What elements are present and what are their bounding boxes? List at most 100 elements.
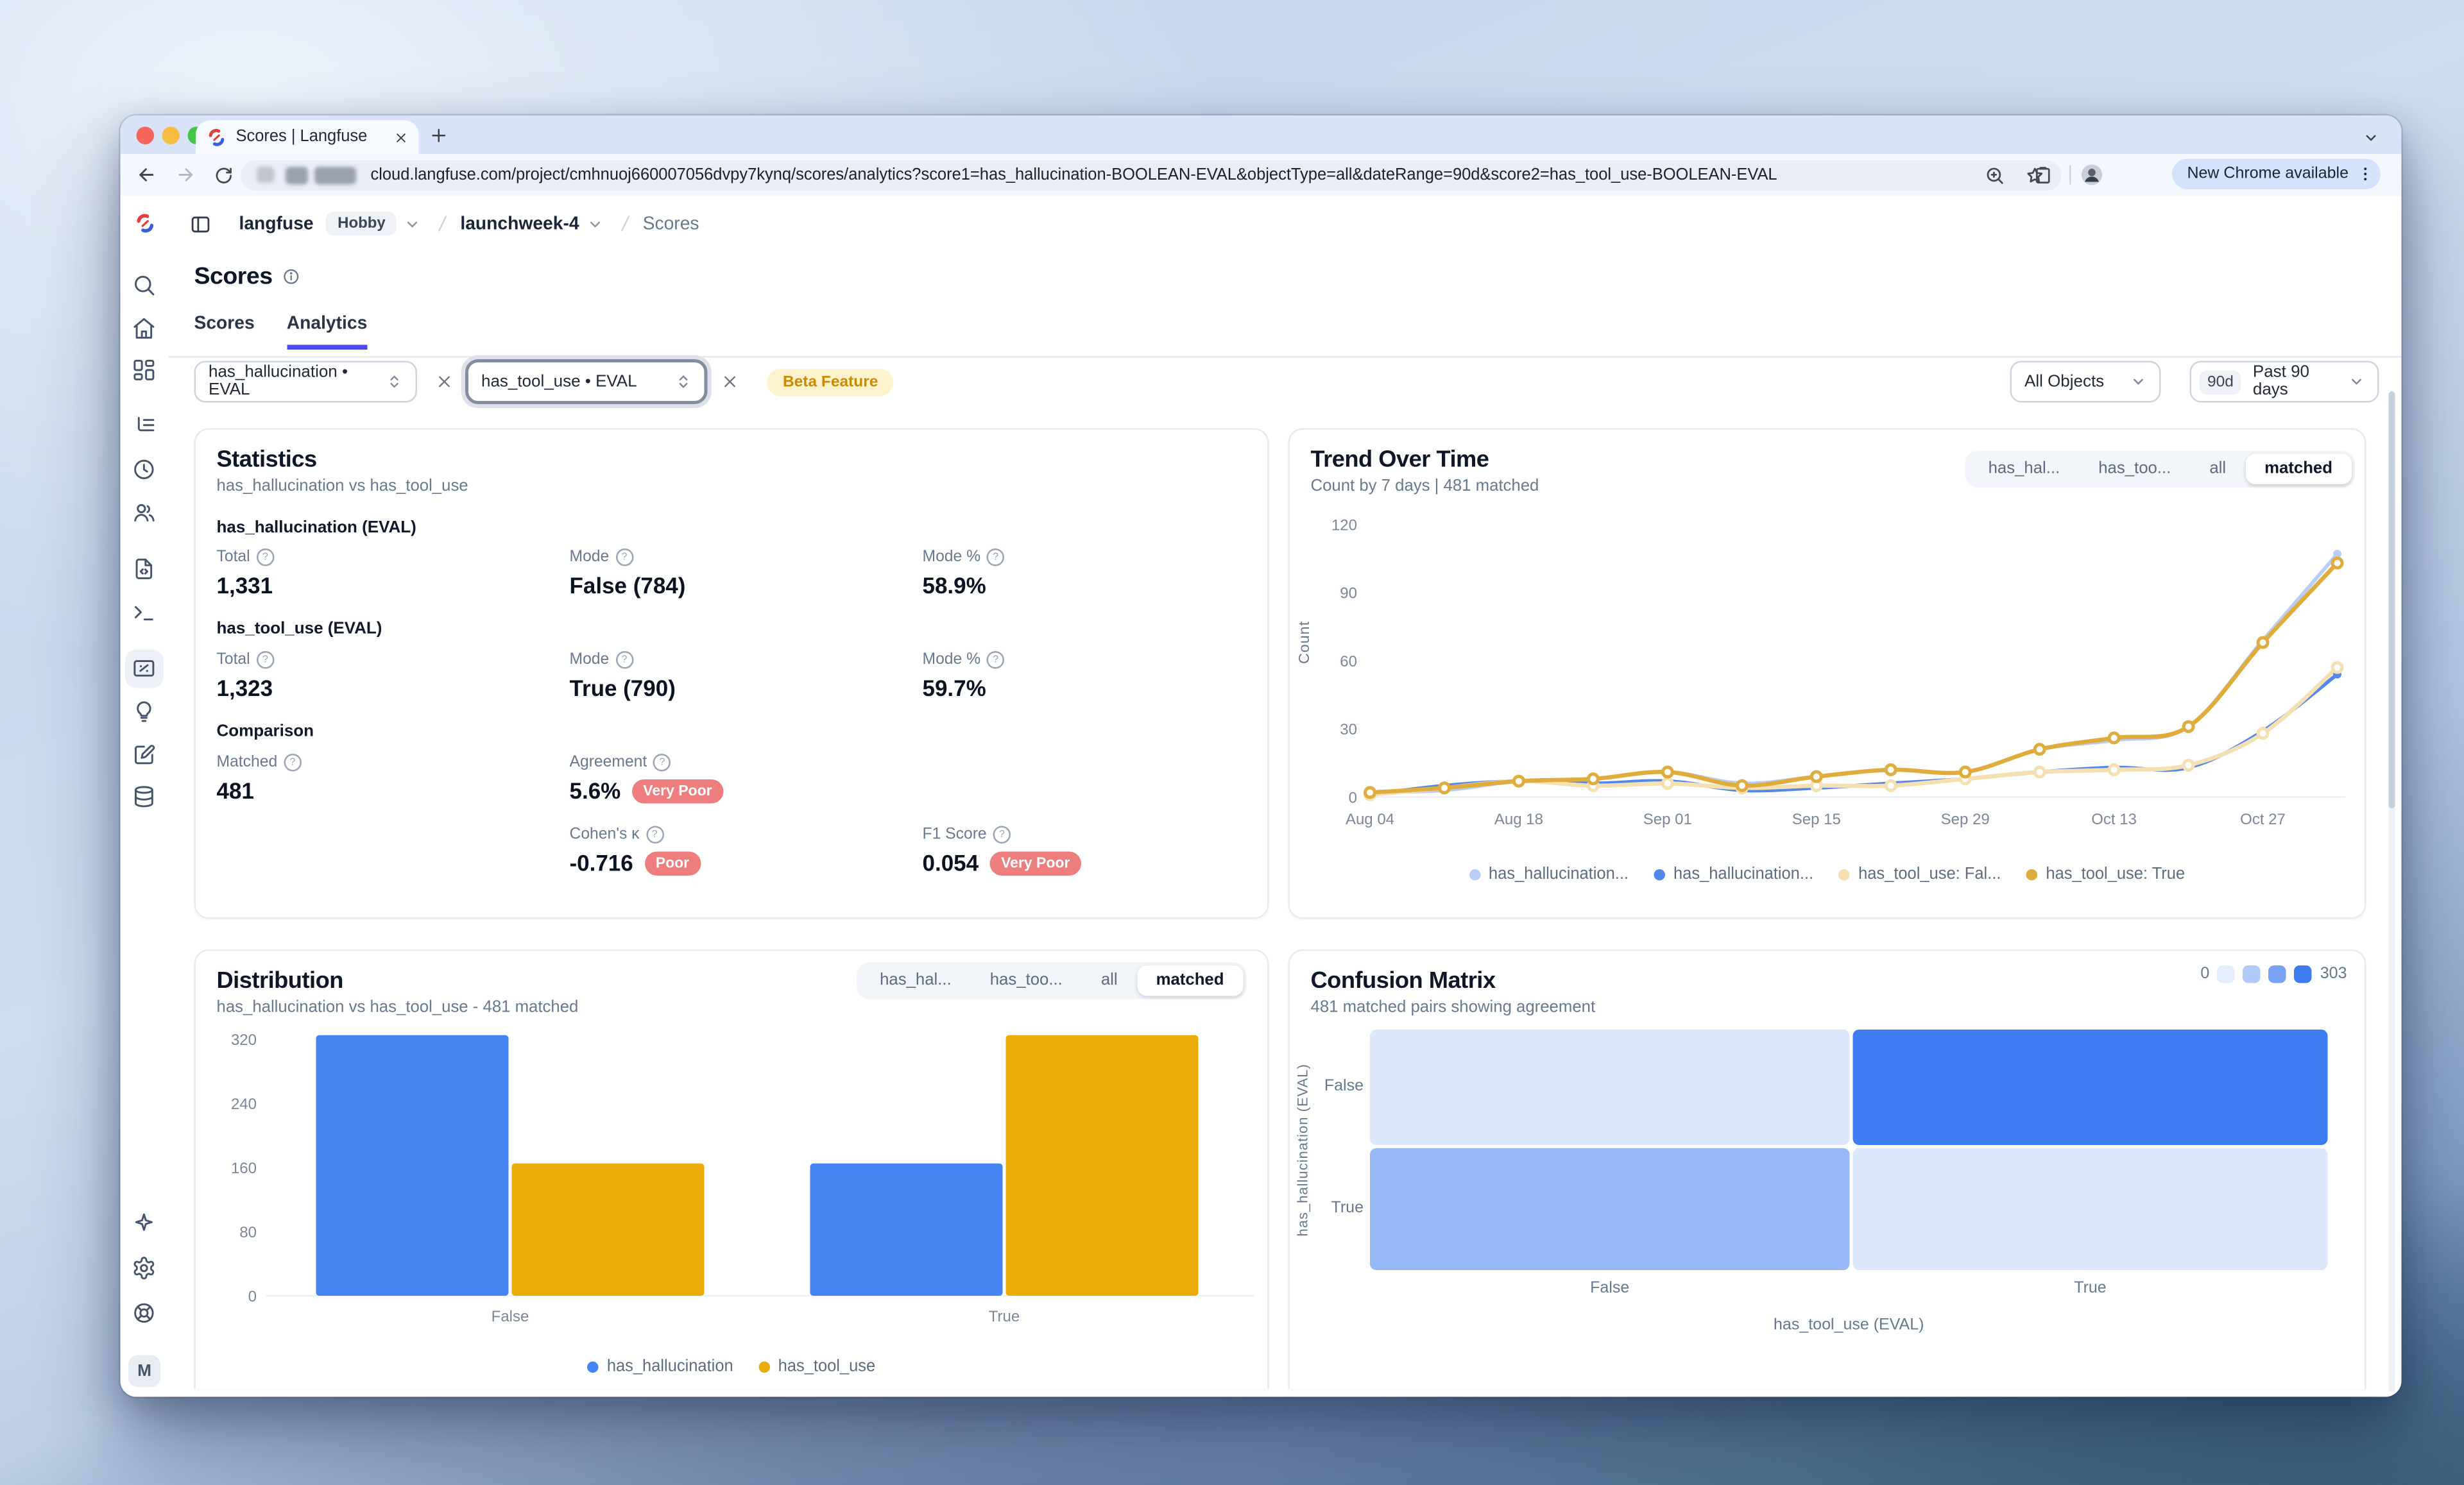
- stat-mode--label: Mode %?: [923, 651, 1247, 669]
- sidebar-toggle-icon[interactable]: [189, 212, 212, 235]
- view-tab-matched[interactable]: matched: [2245, 454, 2352, 484]
- statistics-card: Statistics has_hallucination vs has_tool…: [194, 428, 1269, 919]
- scale-swatch-icon: [2243, 965, 2261, 983]
- stat-cohens-k-value: -0.716 Poor: [570, 850, 923, 876]
- score1-remove-button[interactable]: [433, 371, 456, 393]
- help-icon[interactable]: ?: [615, 548, 633, 566]
- beta-feature-badge: Beta Feature: [767, 369, 894, 396]
- extensions-icon[interactable]: [2033, 164, 2054, 185]
- tab-close-icon[interactable]: [395, 131, 407, 144]
- redacted-chip: [286, 165, 308, 184]
- view-tab-all[interactable]: all: [1100, 972, 1118, 990]
- sidebar-item-ask-ai[interactable]: [125, 1205, 164, 1243]
- project-chevron-icon[interactable]: [587, 216, 603, 232]
- trend-subtitle: Count by 7 days | 481 matched: [1310, 478, 1539, 496]
- breadcrumb-project[interactable]: launchweek-4: [460, 214, 579, 233]
- sidebar-item-users[interactable]: [125, 494, 164, 532]
- view-tab-hashal[interactable]: has_hal...: [1988, 460, 2060, 479]
- object-filter-select[interactable]: All Objects: [2010, 361, 2161, 403]
- sidebar-item-prompts[interactable]: [125, 550, 164, 589]
- sidebar-item-llm-as-a-judge[interactable]: [125, 693, 164, 731]
- svg-text:Oct 13: Oct 13: [2091, 811, 2137, 828]
- help-icon[interactable]: ?: [987, 651, 1005, 669]
- trend-card: Trend Over Time Count by 7 days | 481 ma…: [1288, 428, 2366, 919]
- sidebar-item-annotation[interactable]: [125, 736, 164, 775]
- score2-remove-button[interactable]: [719, 371, 741, 393]
- sidebar-item-playground[interactable]: [125, 593, 164, 632]
- stat-total-label: Total?: [217, 651, 570, 669]
- window-close-button[interactable]: [136, 126, 154, 144]
- view-tab-all[interactable]: all: [2209, 460, 2227, 479]
- sidebar-item-datasets[interactable]: [125, 778, 164, 817]
- breadcrumb-page[interactable]: Scores: [642, 214, 699, 233]
- distribution-bar-chart: 0 80 160 240 320 False True: [231, 1031, 1254, 1325]
- help-icon[interactable]: ?: [646, 826, 664, 844]
- help-icon[interactable]: ?: [284, 754, 302, 772]
- sidebar-item-settings[interactable]: [125, 1250, 164, 1288]
- confusion-col-label: False: [1590, 1280, 1630, 1298]
- score1-select[interactable]: has_hallucination • EVAL: [194, 361, 417, 403]
- help-icon[interactable]: ?: [615, 651, 633, 669]
- sidebar-item-tracing[interactable]: [125, 407, 164, 446]
- view-tab-hastoo[interactable]: has_too...: [2098, 460, 2171, 479]
- org-chevron-icon[interactable]: [405, 216, 421, 232]
- help-icon[interactable]: ?: [256, 651, 275, 669]
- quality-badge: Very Poor: [631, 778, 724, 803]
- page-info-icon[interactable]: [282, 268, 300, 286]
- chrome-menu-icon[interactable]: [2357, 165, 2375, 183]
- sidebar-item-search[interactable]: [125, 266, 164, 305]
- legend-dot-icon: [2026, 869, 2038, 881]
- window-minimize-button[interactable]: [162, 126, 180, 144]
- page-scrollbar[interactable]: [2388, 391, 2395, 1392]
- sidebar-item-scores[interactable]: [125, 649, 164, 688]
- svg-text:240: 240: [231, 1096, 257, 1113]
- confusion-grid: [1370, 1030, 2328, 1270]
- svg-text:320: 320: [231, 1031, 257, 1049]
- forward-button[interactable]: [175, 164, 198, 186]
- breadcrumb-org[interactable]: langfuse: [239, 214, 314, 233]
- view-tab-matched[interactable]: matched: [1136, 965, 1244, 996]
- breadcrumb-separator: /: [620, 212, 631, 236]
- sidebar-item-sessions[interactable]: [125, 451, 164, 489]
- view-tab-hastoo[interactable]: has_too...: [989, 972, 1063, 990]
- legend-dot-icon: [587, 1361, 599, 1373]
- view-tab-hashal[interactable]: has_hal...: [880, 972, 952, 990]
- help-icon[interactable]: ?: [987, 548, 1005, 566]
- score1-value: has_hallucination • EVAL: [209, 364, 348, 400]
- comparison-heading: Comparison: [216, 723, 314, 742]
- url-bar[interactable]: cloud.langfuse.com/project/cmhnuoj660007…: [241, 159, 2062, 191]
- sidebar-item-dashboards[interactable]: [125, 352, 164, 390]
- browser-tab[interactable]: Scores | Langfuse: [196, 120, 419, 154]
- reload-button[interactable]: [214, 164, 235, 185]
- legend-dot-icon: [758, 1361, 771, 1373]
- site-info-icon[interactable]: [257, 167, 275, 183]
- svg-text:120: 120: [1331, 516, 1357, 534]
- stat-total-value: 1,331: [216, 572, 273, 598]
- sidebar-item-support[interactable]: [125, 1294, 164, 1333]
- url-text[interactable]: cloud.langfuse.com/project/cmhnuoj660007…: [370, 165, 1777, 184]
- svg-text:0: 0: [248, 1288, 257, 1305]
- help-icon[interactable]: ?: [993, 826, 1011, 844]
- chrome-update-pill[interactable]: New Chrome available: [2172, 158, 2381, 189]
- bookmark-star-icon[interactable]: [2024, 164, 2046, 185]
- search-icon: [135, 276, 155, 296]
- legend-dot-icon: [1654, 869, 1666, 881]
- sidebar-item-home[interactable]: [125, 310, 164, 348]
- stat-matched: Matched? 481: [217, 754, 570, 804]
- score2-select[interactable]: has_tool_use • EVAL: [466, 361, 706, 403]
- tab-analytics[interactable]: Analytics: [286, 314, 368, 350]
- scale-min-label: 0: [2200, 965, 2210, 983]
- profile-avatar[interactable]: [2081, 164, 2103, 186]
- tabs-divider: [168, 356, 2402, 358]
- tab-search-chevron-icon[interactable]: [2363, 130, 2379, 146]
- date-range-picker[interactable]: 90d Past 90 days: [2189, 361, 2379, 403]
- new-tab-button[interactable]: [430, 127, 448, 145]
- zoom-page-icon[interactable]: [1985, 164, 2006, 185]
- scale-max-label: 303: [2320, 965, 2347, 983]
- sidebar-avatar[interactable]: M: [128, 1355, 160, 1387]
- back-button[interactable]: [135, 164, 157, 186]
- tab-scores[interactable]: Scores: [194, 314, 255, 334]
- help-icon[interactable]: ?: [256, 548, 275, 566]
- chrome-update-label: New Chrome available: [2187, 165, 2348, 183]
- help-icon[interactable]: ?: [653, 754, 671, 772]
